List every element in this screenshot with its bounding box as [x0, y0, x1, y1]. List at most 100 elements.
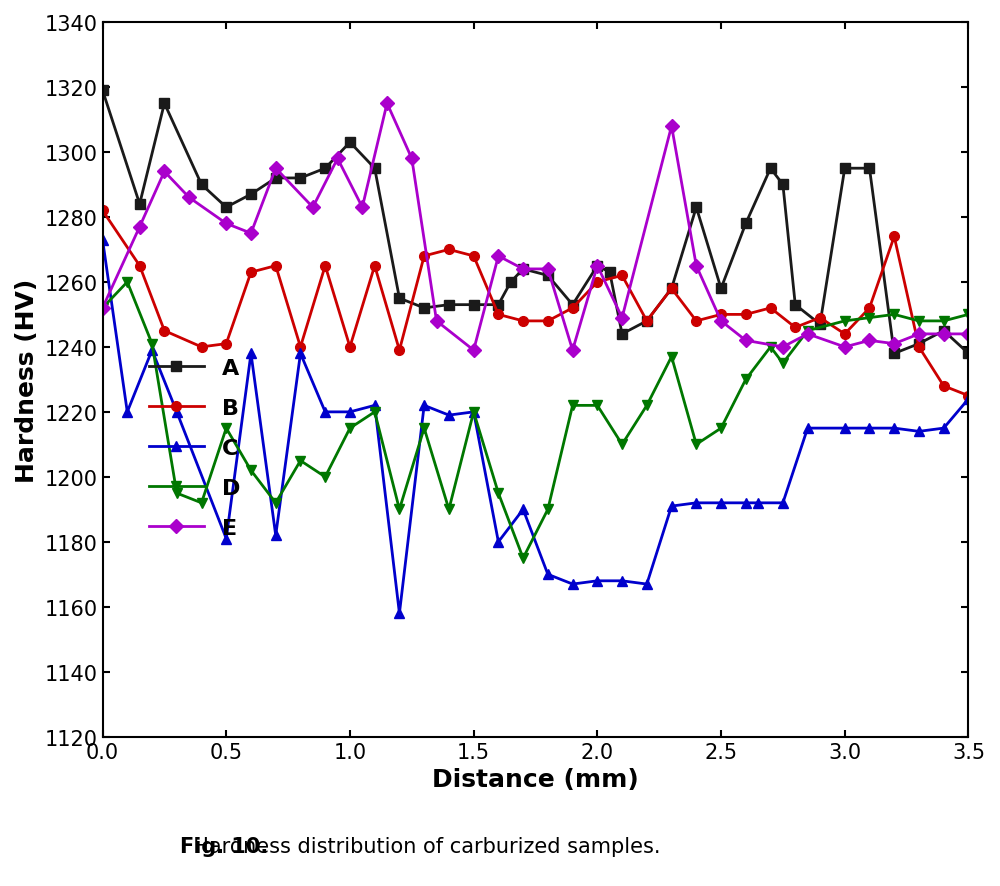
B: [715, 310, 727, 321]
B: [888, 232, 900, 243]
D: [319, 472, 331, 483]
E: [468, 346, 480, 356]
A: [839, 164, 851, 175]
E: [567, 346, 579, 356]
C: [220, 533, 232, 544]
A: [158, 98, 170, 109]
B: [641, 316, 653, 327]
A: [344, 137, 356, 148]
E: [888, 339, 900, 350]
C: [690, 498, 702, 509]
A: [443, 300, 455, 311]
C: [468, 407, 480, 417]
D: [220, 424, 232, 434]
E: [715, 316, 727, 327]
A: [715, 284, 727, 294]
D: [690, 439, 702, 450]
A: [789, 300, 801, 311]
Text: Hardness distribution of carburized samples.: Hardness distribution of carburized samp…: [180, 836, 660, 856]
A: [294, 174, 306, 184]
D: [740, 375, 752, 385]
D: [715, 424, 727, 434]
A: [134, 199, 146, 210]
A: [777, 180, 789, 190]
D: [146, 339, 158, 350]
B: [134, 261, 146, 272]
C: [641, 579, 653, 590]
B: [690, 316, 702, 327]
B: [393, 346, 405, 356]
E: [802, 330, 814, 340]
C: [344, 407, 356, 417]
A: [765, 164, 777, 175]
C: [591, 576, 603, 587]
E: [183, 193, 195, 204]
B: [839, 330, 851, 340]
C: [146, 346, 158, 356]
D: [344, 424, 356, 434]
A: [319, 164, 331, 175]
D: [863, 313, 875, 323]
E: [777, 342, 789, 353]
A: [245, 190, 257, 200]
E: [431, 316, 443, 327]
A: [604, 268, 616, 278]
D: [294, 455, 306, 466]
E: [97, 303, 109, 314]
Line: C: C: [98, 236, 973, 618]
Line: D: D: [98, 277, 973, 563]
E: [270, 164, 282, 175]
E: [962, 330, 974, 340]
C: [752, 498, 764, 509]
C: [97, 235, 109, 245]
C: [319, 407, 331, 417]
C: [121, 407, 133, 417]
A: [666, 284, 678, 294]
B: [344, 342, 356, 353]
E: [616, 313, 628, 323]
C: [777, 498, 789, 509]
D: [765, 342, 777, 353]
A: [517, 264, 529, 275]
C: [616, 576, 628, 587]
C: [863, 424, 875, 434]
D: [492, 488, 504, 499]
A: [393, 293, 405, 304]
C: [567, 579, 579, 590]
E: [492, 252, 504, 262]
D: [270, 498, 282, 509]
E: [542, 264, 554, 275]
B: [294, 342, 306, 353]
A: [888, 349, 900, 360]
A: [369, 164, 381, 175]
E: [245, 229, 257, 239]
D: [567, 400, 579, 411]
B: [765, 303, 777, 314]
A: [616, 330, 628, 340]
Line: A: A: [98, 86, 973, 359]
C: [245, 349, 257, 360]
B: [542, 316, 554, 327]
A: [591, 261, 603, 272]
A: [863, 164, 875, 175]
E: [913, 330, 925, 340]
D: [802, 326, 814, 337]
C: [492, 537, 504, 548]
E: [666, 121, 678, 132]
C: [938, 424, 950, 434]
C: [369, 400, 381, 411]
B: [220, 339, 232, 350]
E: [740, 336, 752, 346]
B: [913, 342, 925, 353]
C: [839, 424, 851, 434]
D: [666, 352, 678, 362]
A: [542, 271, 554, 282]
B: [492, 310, 504, 321]
B: [938, 381, 950, 392]
E: [938, 330, 950, 340]
B: [97, 206, 109, 216]
D: [171, 488, 183, 499]
B: [863, 303, 875, 314]
C: [418, 400, 430, 411]
A: [740, 219, 752, 229]
